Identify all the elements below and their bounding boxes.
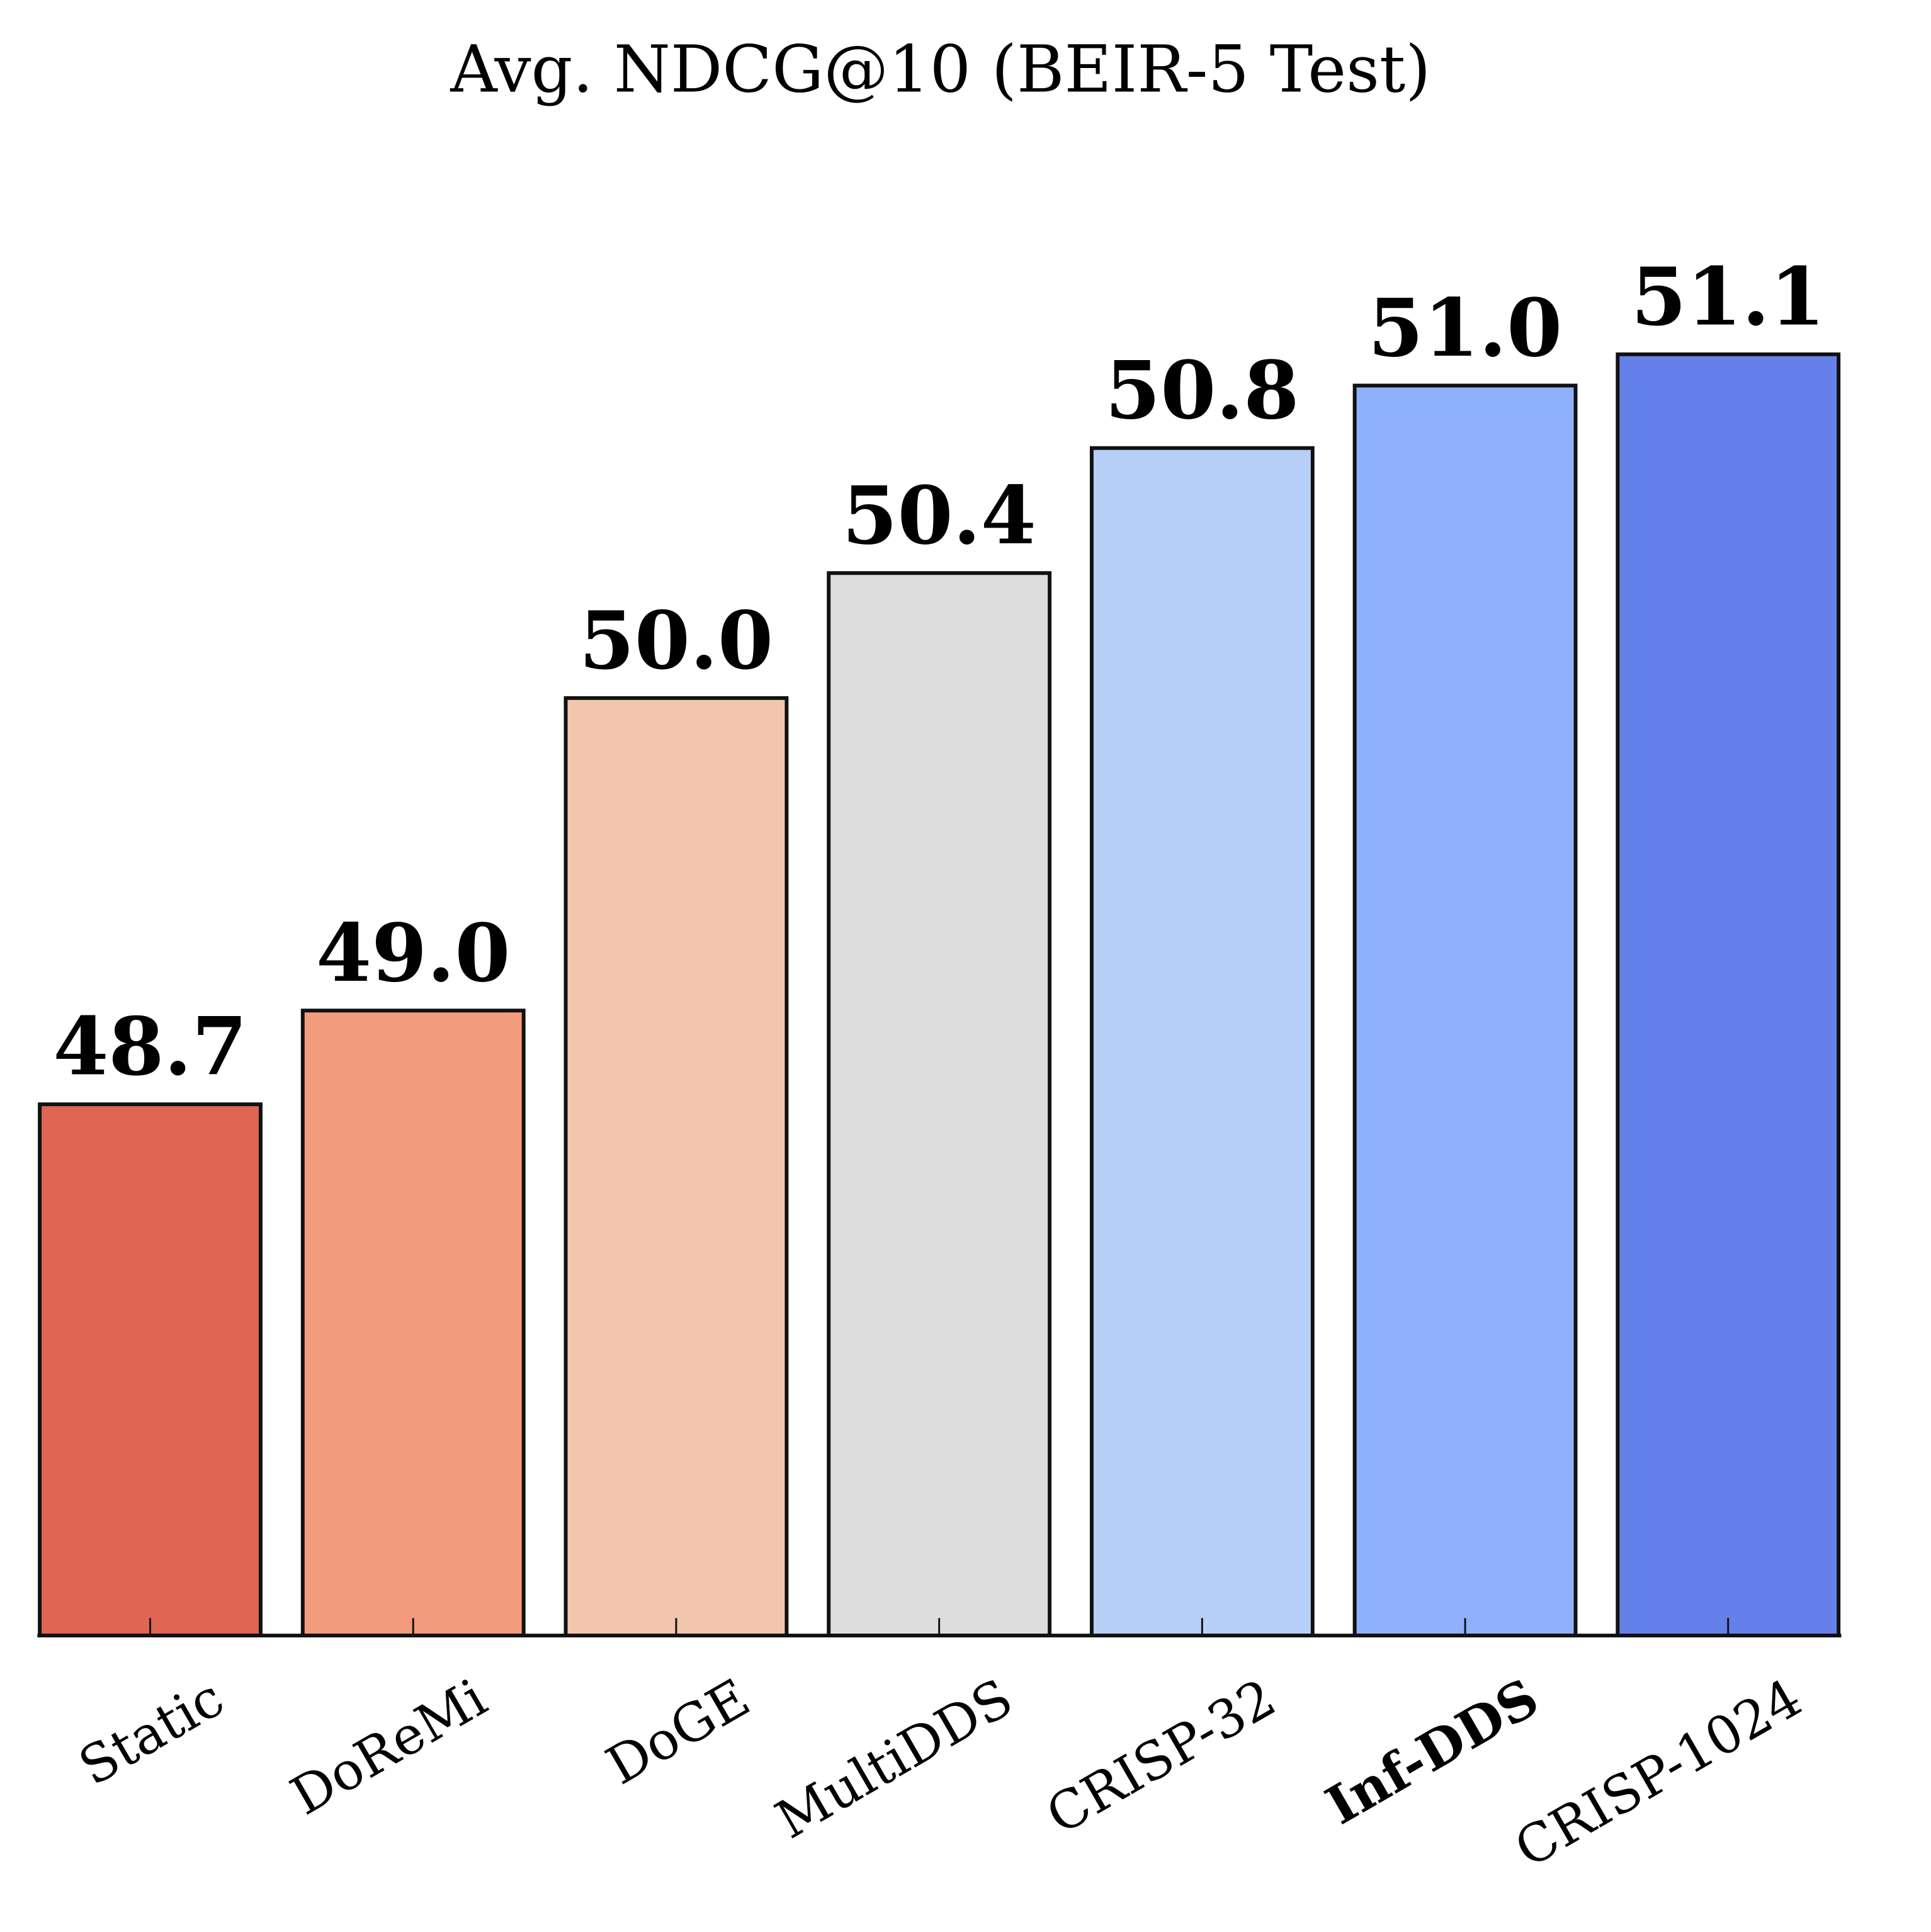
value-label: 51.0	[1368, 281, 1562, 375]
value-label: 49.0	[316, 906, 510, 1000]
bar	[1089, 446, 1315, 1638]
x-tick-label: Static	[69, 1667, 234, 1797]
value-label: 48.7	[53, 1000, 247, 1093]
bar	[827, 571, 1052, 1638]
value-label: 50.0	[579, 593, 773, 687]
x-tick-label: DoGE	[596, 1667, 760, 1797]
bar	[38, 1102, 263, 1638]
value-label: 51.1	[1631, 249, 1825, 343]
bar	[300, 1008, 526, 1638]
bar	[563, 696, 789, 1638]
bar	[1616, 352, 1841, 1638]
chart-title: Avg. NDCG@10 (BEIR-5 Test)	[450, 31, 1430, 107]
x-tick-label: MultiDDS	[766, 1667, 1022, 1851]
x-tick-label: Inf-DDS	[1316, 1666, 1549, 1836]
x-tick-label: CRISP-32	[1036, 1667, 1286, 1846]
x-tick-label: DoReMi	[281, 1667, 497, 1827]
x-tick-label: CRISP-1024	[1505, 1667, 1811, 1879]
bar	[1352, 383, 1578, 1638]
value-label: 50.4	[842, 468, 1036, 562]
value-label: 50.8	[1105, 343, 1299, 437]
